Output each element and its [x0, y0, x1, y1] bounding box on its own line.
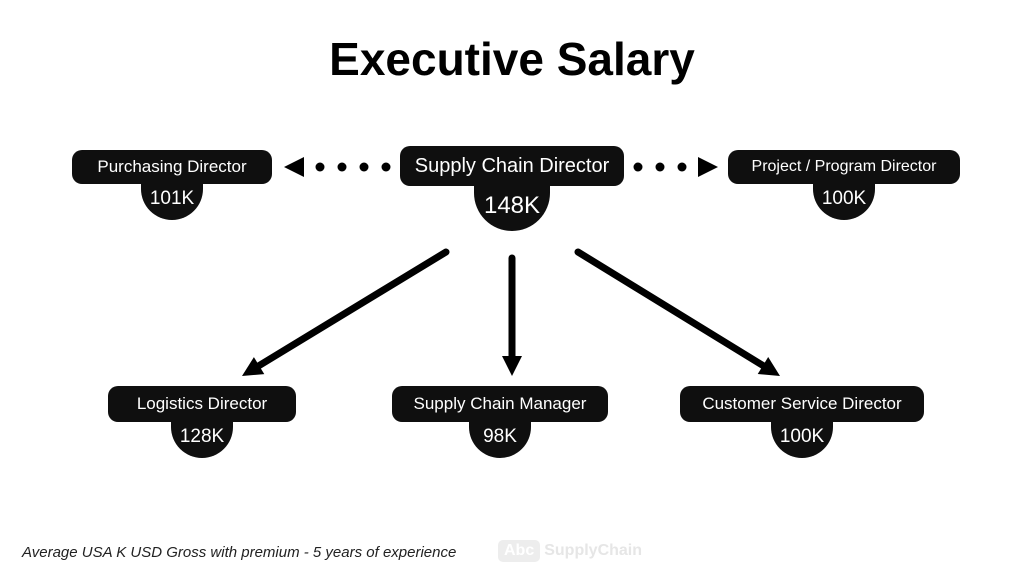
node-value: 100K	[813, 182, 875, 220]
node-label: Purchasing Director	[72, 150, 272, 184]
node-customer-service-director: Customer Service Director 100K	[680, 386, 924, 458]
node-value: 100K	[771, 420, 833, 458]
page-title: Executive Salary	[0, 32, 1024, 86]
node-label: Customer Service Director	[680, 386, 924, 422]
node-project-program-director: Project / Program Director 100K	[728, 150, 960, 220]
node-supply-chain-manager: Supply Chain Manager 98K	[392, 386, 608, 458]
node-value: 128K	[171, 420, 233, 458]
node-logistics-director: Logistics Director 128K	[108, 386, 296, 458]
connectors-layer	[0, 0, 1024, 575]
node-label: Logistics Director	[108, 386, 296, 422]
node-purchasing-director: Purchasing Director 101K	[72, 150, 272, 220]
watermark-box: Abc	[498, 540, 540, 562]
watermark: Abc SupplyChain	[498, 540, 642, 562]
node-value: 98K	[469, 420, 531, 458]
watermark-text: SupplyChain	[544, 542, 642, 560]
diagram-canvas: Executive Salary Supply Chain Director 1…	[0, 0, 1024, 575]
node-label: Supply Chain Director	[400, 146, 624, 186]
node-value: 148K	[474, 184, 550, 231]
footnote: Average USA K USD Gross with premium - 5…	[22, 544, 456, 561]
node-label: Supply Chain Manager	[392, 386, 608, 422]
node-value: 101K	[141, 182, 203, 220]
node-label: Project / Program Director	[728, 150, 960, 184]
node-supply-chain-director: Supply Chain Director 148K	[400, 146, 624, 231]
